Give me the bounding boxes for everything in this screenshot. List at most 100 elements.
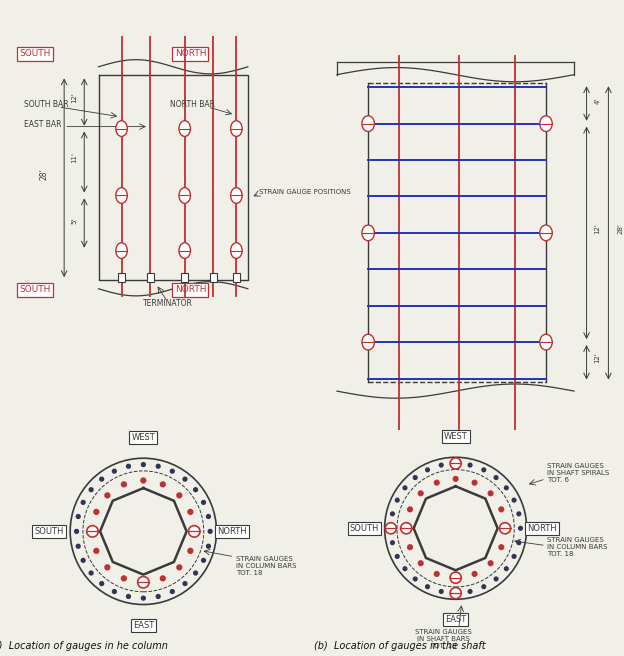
Circle shape — [389, 526, 392, 530]
Circle shape — [494, 577, 498, 581]
Text: STRAIN GAUGES
IN SHAFT SPIRALS
TOT. 6: STRAIN GAUGES IN SHAFT SPIRALS TOT. 6 — [547, 462, 609, 483]
Circle shape — [403, 486, 407, 490]
Text: STRAIN GAUGE POSITIONS: STRAIN GAUGE POSITIONS — [260, 188, 351, 195]
Circle shape — [100, 582, 104, 586]
Circle shape — [138, 577, 149, 588]
Circle shape — [454, 462, 457, 465]
Text: SOUTH: SOUTH — [20, 285, 51, 295]
Circle shape — [89, 571, 93, 575]
Circle shape — [401, 523, 412, 534]
Circle shape — [112, 590, 116, 594]
Circle shape — [76, 544, 80, 548]
Bar — [233, 274, 240, 282]
Text: TERMINATOR: TERMINATOR — [142, 298, 192, 308]
Circle shape — [231, 243, 242, 258]
Circle shape — [517, 512, 520, 516]
Circle shape — [87, 525, 98, 537]
Circle shape — [482, 468, 485, 472]
Circle shape — [142, 596, 145, 600]
Circle shape — [407, 507, 412, 512]
Circle shape — [519, 526, 522, 530]
Circle shape — [468, 590, 472, 593]
Circle shape — [396, 499, 399, 502]
Circle shape — [160, 482, 165, 487]
Circle shape — [488, 561, 493, 565]
Circle shape — [76, 514, 80, 518]
Text: 12': 12' — [71, 92, 77, 103]
Circle shape — [208, 529, 212, 533]
Circle shape — [81, 501, 85, 504]
Circle shape — [488, 491, 493, 496]
Text: NORTH: NORTH — [218, 527, 247, 536]
Circle shape — [183, 582, 187, 586]
Circle shape — [156, 594, 160, 598]
Circle shape — [472, 480, 477, 485]
Text: NORTH: NORTH — [527, 523, 557, 533]
Circle shape — [141, 478, 146, 483]
Circle shape — [512, 499, 516, 502]
Circle shape — [192, 529, 197, 534]
Circle shape — [403, 567, 407, 571]
Circle shape — [517, 541, 520, 544]
Circle shape — [391, 512, 394, 516]
Circle shape — [453, 476, 458, 482]
Text: EAST: EAST — [445, 615, 466, 624]
Circle shape — [504, 567, 508, 571]
Circle shape — [454, 591, 457, 595]
Text: WEST: WEST — [132, 433, 155, 441]
Circle shape — [89, 488, 93, 491]
Circle shape — [450, 572, 461, 583]
Circle shape — [404, 526, 409, 531]
Text: 4': 4' — [594, 98, 600, 104]
Text: NORTH: NORTH — [175, 49, 206, 58]
Circle shape — [362, 335, 374, 350]
Text: STRAIN GAUGES
IN COLUMN BARS
TOT. 18: STRAIN GAUGES IN COLUMN BARS TOT. 18 — [547, 537, 607, 557]
Text: 5': 5' — [71, 218, 77, 224]
Circle shape — [94, 548, 99, 553]
Circle shape — [177, 565, 182, 570]
Circle shape — [207, 544, 210, 548]
Circle shape — [540, 116, 552, 131]
Bar — [210, 274, 217, 282]
Bar — [181, 274, 188, 282]
Circle shape — [141, 580, 146, 584]
Circle shape — [112, 469, 116, 473]
Bar — [118, 274, 125, 282]
Circle shape — [90, 529, 95, 534]
Circle shape — [183, 477, 187, 481]
Text: STRAIN GAUGES
IN COLUMN BARS
TOT. 18: STRAIN GAUGES IN COLUMN BARS TOT. 18 — [236, 556, 296, 577]
Circle shape — [179, 121, 190, 136]
Text: EAST: EAST — [133, 621, 154, 630]
Circle shape — [385, 523, 396, 534]
Circle shape — [362, 116, 374, 131]
Text: EAST BAR: EAST BAR — [24, 119, 61, 129]
Circle shape — [407, 545, 412, 550]
Circle shape — [142, 462, 145, 466]
Circle shape — [450, 458, 461, 469]
Circle shape — [202, 558, 205, 562]
Circle shape — [540, 225, 552, 241]
Text: 28': 28' — [39, 168, 49, 180]
Circle shape — [450, 588, 461, 599]
Circle shape — [170, 469, 174, 473]
Text: SOUTH BAR: SOUTH BAR — [24, 100, 69, 109]
Circle shape — [434, 571, 439, 576]
Circle shape — [426, 468, 429, 472]
Circle shape — [105, 493, 110, 498]
Text: 12': 12' — [594, 223, 600, 234]
Circle shape — [499, 507, 504, 512]
Circle shape — [396, 554, 399, 558]
Circle shape — [188, 548, 193, 553]
Circle shape — [499, 523, 510, 534]
Circle shape — [127, 594, 130, 598]
Text: 28': 28' — [618, 223, 624, 234]
Text: SOUTH: SOUTH — [20, 49, 51, 58]
Circle shape — [231, 188, 242, 203]
Circle shape — [75, 529, 79, 533]
Circle shape — [482, 585, 485, 588]
Circle shape — [188, 510, 193, 514]
Text: 12': 12' — [594, 352, 600, 363]
Circle shape — [105, 565, 110, 570]
Text: NORTH BAR: NORTH BAR — [170, 100, 215, 109]
Circle shape — [116, 188, 127, 203]
